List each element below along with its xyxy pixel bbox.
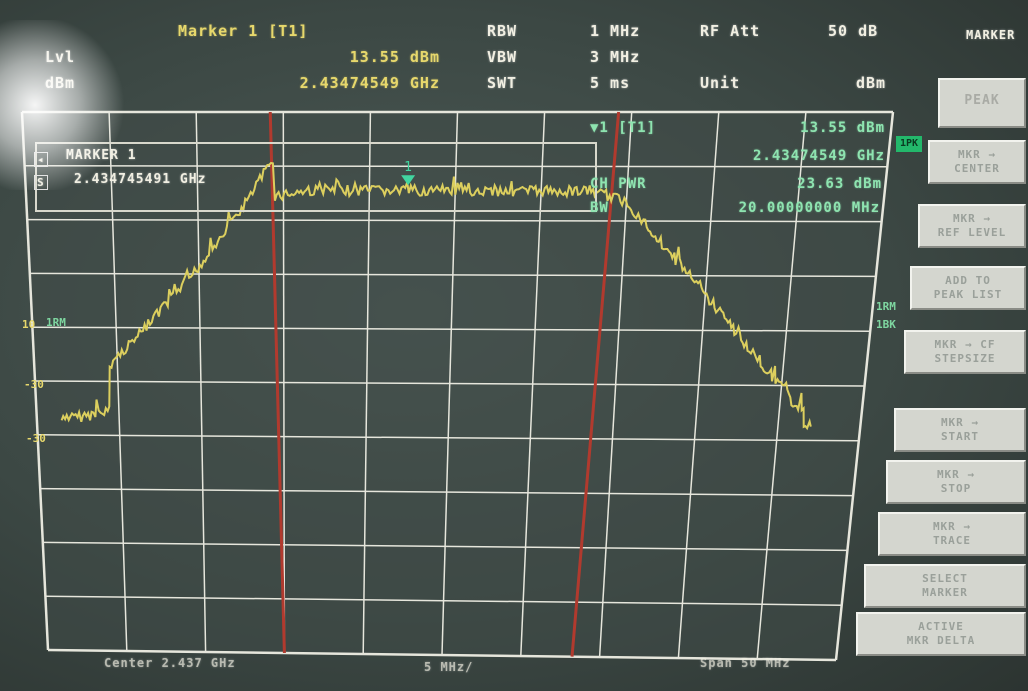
softkey-7[interactable]: MKR → TRACE: [878, 512, 1026, 556]
marker-frequency: 2.43474549 GHz: [299, 74, 440, 92]
marker-title: Marker 1 [T1]: [178, 22, 309, 40]
rf-att-label: RF Att: [700, 22, 761, 40]
grid-line-horizontal: [47, 648, 837, 662]
softkey-8[interactable]: SELECT MARKER: [864, 564, 1026, 608]
grid-line-horizontal: [24, 165, 888, 168]
rf-att-value: 50 dB: [828, 22, 879, 40]
unit-value: dBm: [856, 74, 887, 92]
marker-triangle: [401, 175, 416, 186]
grid-line-horizontal: [32, 326, 871, 332]
marker-box-tag: ◂: [34, 152, 48, 167]
channel-limit-left: [268, 111, 286, 654]
right-badge-0: 1RM: [876, 300, 896, 313]
swt-label: SWT: [487, 74, 518, 92]
grid-line-horizontal: [27, 218, 882, 223]
grid-line-horizontal: [37, 434, 859, 442]
graticule-background: [22, 112, 893, 660]
marker-box-frequency: 2.434745491 GHz: [74, 172, 207, 187]
softkey-5[interactable]: MKR → START: [894, 408, 1026, 452]
readout-marker-frequency: 2.43474549 GHz: [752, 148, 885, 164]
bw-label: BW: [590, 200, 609, 216]
vbw-value: 3 MHz: [590, 48, 641, 66]
marker-number: 1: [404, 160, 412, 175]
menu-title: MARKER: [966, 28, 1016, 42]
unit-label-left: dBm: [45, 74, 76, 92]
softkey-9[interactable]: ACTIVE MKR DELTA: [856, 612, 1026, 656]
spectrum-trace: [60, 161, 812, 431]
trace-badge: 1PK: [896, 136, 922, 152]
marker-box-tag-2: S: [34, 175, 48, 190]
ch-pwr-value: 23.63 dBm: [797, 176, 882, 192]
softkey-0[interactable]: PEAK: [938, 78, 1026, 128]
graticule-grid: [20, 110, 895, 662]
softkey-4[interactable]: MKR → CF STEPSIZE: [904, 330, 1026, 374]
ch-pwr-label: CH PWR: [590, 176, 647, 192]
marker-level: 13.55 dBm: [349, 48, 440, 66]
footer-span-div: 5 MHz/: [424, 660, 474, 674]
grid-line-horizontal: [42, 541, 848, 552]
left-label-0: 10: [22, 318, 36, 331]
marker-box-title: MARKER 1: [66, 148, 137, 163]
footer-center: Center 2.437 GHz: [104, 656, 236, 670]
readout-marker-level: 13.55 dBm: [800, 120, 885, 136]
reference-line-label: 1RM: [46, 316, 66, 329]
rbw-value: 1 MHz: [590, 22, 641, 40]
footer-span: Span 50 MHz: [700, 656, 791, 670]
softkey-2[interactable]: MKR → REF LEVEL: [918, 204, 1026, 248]
left-label-2: -30: [26, 432, 46, 445]
left-label-1: -30: [24, 378, 44, 391]
softkey-1[interactable]: MKR → CENTER: [928, 140, 1026, 184]
level-label: Lvl: [45, 48, 76, 66]
swt-value: 5 ms: [590, 74, 631, 92]
grid-line-horizontal: [34, 380, 865, 387]
vbw-label: VBW: [487, 48, 518, 66]
unit-label: Unit: [700, 74, 741, 92]
softkey-3[interactable]: ADD TO PEAK LIST: [910, 266, 1026, 310]
readout-marker-label: ▼1 [T1]: [590, 120, 657, 136]
softkey-6[interactable]: MKR → STOP: [886, 460, 1026, 504]
bw-value: 20.00000000 MHz: [738, 200, 880, 216]
grid-line-horizontal: [29, 272, 876, 278]
marker-1-icon: 1: [401, 160, 416, 186]
grid-line-horizontal: [45, 595, 842, 606]
grid-line-horizontal: [40, 487, 854, 497]
rbw-label: RBW: [487, 22, 518, 40]
right-badge-1: 1BK: [876, 318, 896, 331]
